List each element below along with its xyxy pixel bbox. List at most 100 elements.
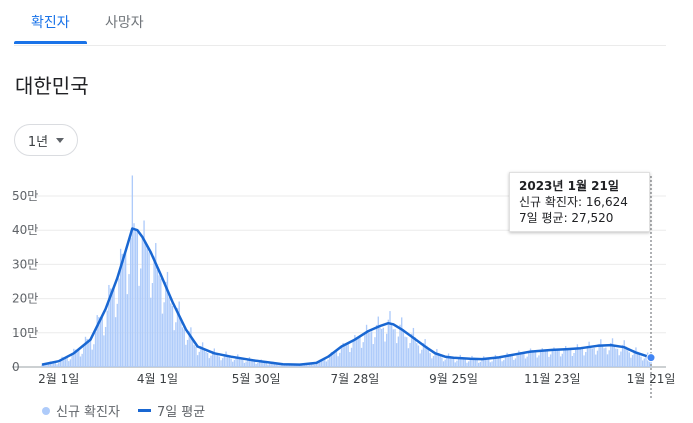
daily-case-bar	[549, 354, 552, 367]
tooltip-new-cases: 신규 확진자: 16,624	[519, 195, 628, 209]
daily-case-bar	[302, 365, 304, 367]
daily-case-bar	[571, 355, 574, 367]
daily-case-bar	[454, 362, 456, 367]
daily-case-bar	[69, 359, 72, 367]
daily-case-bar	[506, 352, 508, 367]
daily-case-bar	[58, 363, 60, 367]
daily-case-bar	[610, 343, 612, 367]
daily-case-bar	[416, 343, 418, 367]
daily-case-bar	[377, 316, 379, 367]
daily-case-bar	[243, 362, 246, 367]
daily-case-bar	[514, 358, 517, 367]
daily-case-bar	[436, 349, 438, 367]
daily-case-bar	[342, 342, 344, 367]
daily-case-bar	[362, 342, 364, 367]
daily-case-bar	[493, 358, 495, 367]
daily-case-bar	[290, 365, 292, 367]
daily-case-bar	[248, 357, 251, 367]
daily-case-bar	[565, 345, 567, 367]
daily-case-bar	[314, 364, 316, 367]
daily-case-bar	[163, 302, 165, 367]
daily-case-bar	[247, 358, 249, 367]
daily-case-bar	[354, 335, 356, 367]
daily-case-bar	[170, 303, 172, 367]
daily-case-bar	[317, 362, 319, 367]
daily-case-bar	[509, 354, 512, 367]
daily-case-bar	[484, 357, 487, 367]
x-tick-label: 2월 1일	[38, 372, 79, 386]
daily-case-bar	[201, 342, 204, 367]
daily-case-bar	[498, 357, 500, 367]
daily-case-bar	[623, 340, 625, 367]
daily-case-bar	[268, 364, 271, 367]
daily-case-bar	[81, 353, 83, 367]
daily-case-bar	[434, 352, 436, 367]
daily-case-bar	[645, 354, 647, 367]
daily-case-bar	[156, 270, 159, 367]
daily-case-bar	[631, 355, 634, 367]
legend-cases-marker	[42, 406, 50, 415]
daily-case-bar	[586, 345, 589, 367]
daily-case-bar	[91, 349, 93, 367]
daily-case-bar	[96, 315, 98, 367]
daily-case-bar	[503, 360, 505, 367]
tab-cases[interactable]: 확진자	[31, 15, 70, 31]
daily-case-bar	[171, 306, 174, 367]
daily-case-bar	[529, 348, 532, 367]
daily-case-bar	[188, 331, 190, 367]
daily-case-bar	[230, 358, 232, 367]
daily-case-bar	[618, 355, 620, 367]
daily-case-bar	[94, 331, 97, 367]
daily-case-bar	[310, 363, 313, 367]
daily-case-bar	[292, 365, 294, 367]
daily-case-bar	[114, 317, 117, 367]
range-selector[interactable]: 1년	[14, 124, 78, 156]
daily-case-bar	[150, 297, 152, 367]
daily-case-bar	[600, 339, 602, 367]
daily-case-bar	[155, 243, 157, 367]
daily-case-bar	[432, 356, 435, 367]
daily-case-bar	[332, 351, 334, 367]
daily-case-bar	[374, 337, 376, 367]
daily-case-bar	[185, 344, 187, 367]
daily-case-bar	[200, 345, 202, 367]
daily-case-bar	[486, 358, 488, 367]
x-tick-label: 7월 28일	[330, 372, 379, 386]
bars-group	[41, 175, 652, 367]
daily-case-bar	[412, 327, 415, 367]
daily-case-bar	[255, 363, 257, 367]
daily-case-bar	[347, 343, 349, 367]
daily-case-bar	[471, 355, 473, 367]
daily-case-bar	[422, 343, 425, 367]
daily-case-bar	[327, 359, 329, 367]
daily-case-bar	[580, 349, 582, 367]
daily-case-bar	[148, 252, 150, 367]
daily-case-bar	[508, 354, 510, 367]
daily-case-bar	[345, 343, 348, 367]
daily-case-bar	[534, 351, 537, 367]
daily-case-bar	[606, 354, 609, 367]
daily-case-bar	[372, 344, 374, 367]
daily-case-bar	[257, 362, 259, 367]
daily-case-bar	[73, 348, 75, 367]
daily-case-bar	[456, 360, 458, 367]
daily-case-bar	[78, 350, 80, 367]
daily-case-bar	[84, 336, 87, 367]
daily-case-bar	[407, 348, 410, 367]
daily-case-bar	[176, 308, 179, 367]
daily-case-bar	[533, 350, 535, 367]
legend-avg-label: 7일 평균	[156, 405, 206, 420]
daily-case-bar	[165, 281, 167, 367]
daily-case-bar	[191, 338, 194, 367]
daily-case-bar	[563, 348, 565, 367]
daily-case-bar	[99, 317, 102, 367]
daily-case-bar	[396, 343, 398, 367]
tab-deaths[interactable]: 사망자	[105, 15, 144, 31]
daily-case-bar	[601, 345, 604, 367]
x-tick-label: 5월 30일	[232, 372, 281, 386]
daily-case-bar	[429, 353, 431, 367]
daily-case-bar	[98, 317, 100, 367]
daily-case-bar	[272, 361, 274, 367]
daily-case-bar	[66, 357, 68, 367]
daily-case-bar	[324, 358, 326, 367]
